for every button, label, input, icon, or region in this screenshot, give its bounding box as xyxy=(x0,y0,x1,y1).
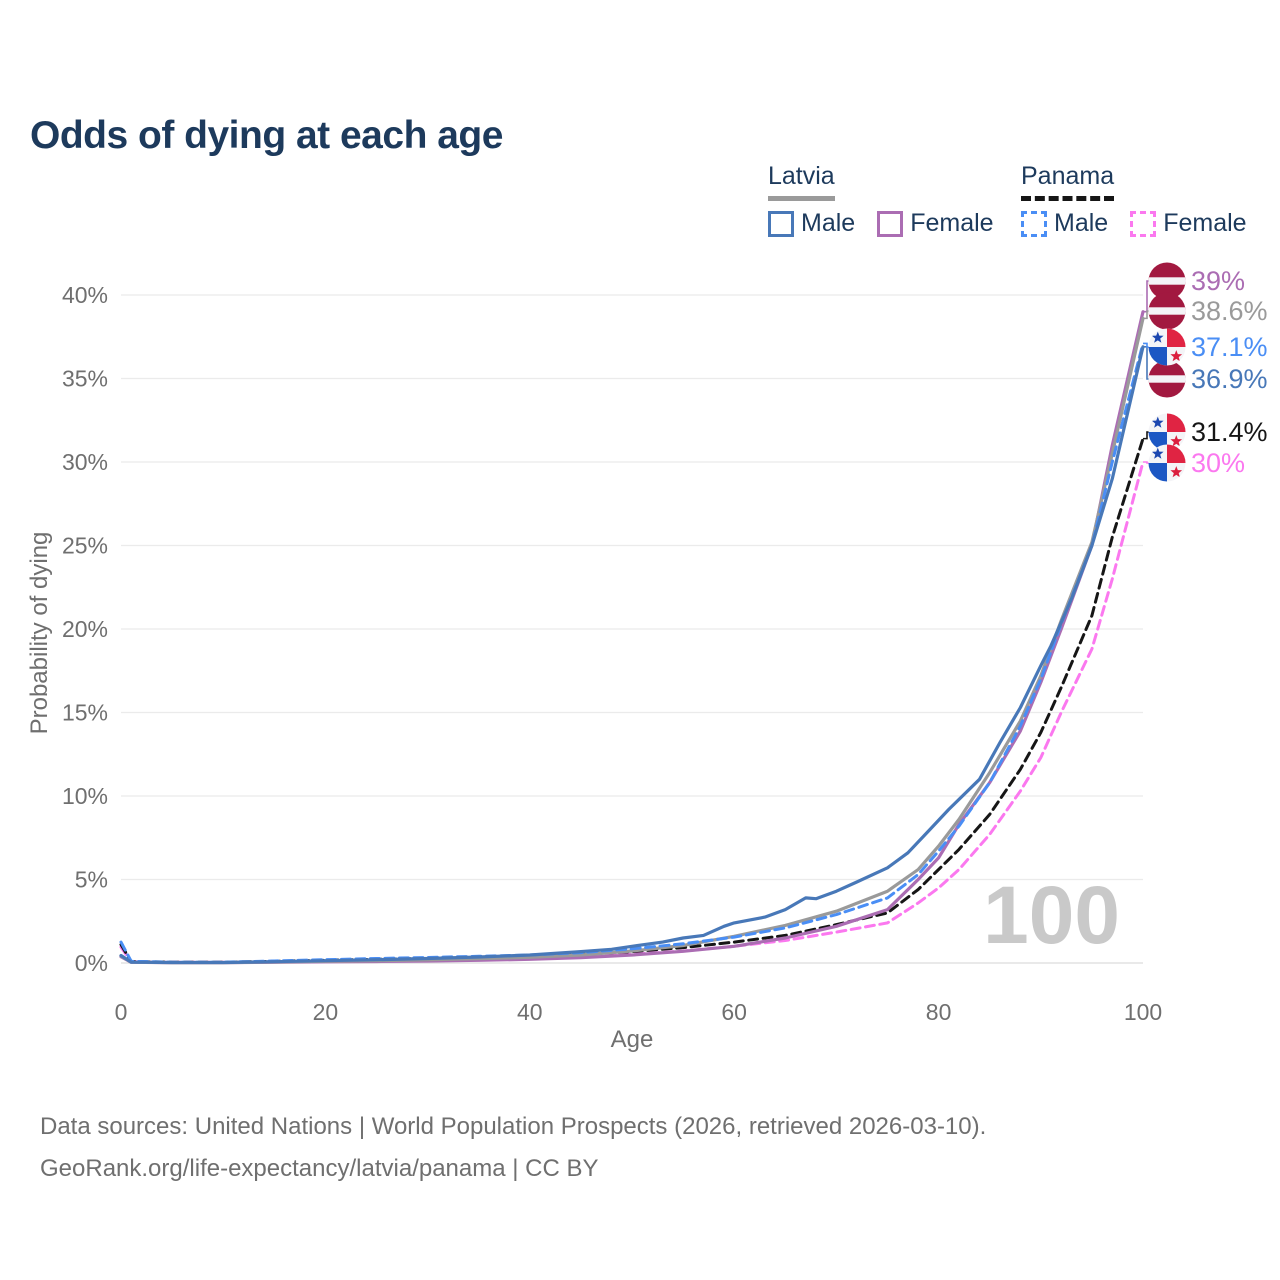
x-axis-title: Age xyxy=(611,1026,654,1053)
legend-item-panama-female[interactable]: Female xyxy=(1130,209,1247,238)
panama-male-swatch xyxy=(1021,210,1047,237)
legend-item-panama-male[interactable]: Male xyxy=(1021,209,1108,238)
data-sources-line2: GeoRank.org/life-expectancy/latvia/panam… xyxy=(40,1155,599,1182)
legend-label: Female xyxy=(910,209,994,237)
legend-group-panama: Panama Male Female xyxy=(1021,162,1247,238)
series-line-latvia-all[interactable] xyxy=(119,316,1145,965)
x-tick-label: 60 xyxy=(721,999,747,1025)
footer: Data sources: United Nations | World Pop… xyxy=(40,1106,986,1190)
y-tick-label: 5% xyxy=(75,867,108,893)
y-axis-title: Probability of dying xyxy=(26,532,53,735)
series-line-latvia-male[interactable] xyxy=(119,345,1145,965)
y-tick-label: 15% xyxy=(62,700,108,726)
x-tick-label: 40 xyxy=(517,999,543,1025)
end-value-label: 30% xyxy=(1191,448,1245,478)
y-tick-label: 10% xyxy=(62,783,108,809)
x-tick-label: 100 xyxy=(1124,999,1162,1025)
end-value-label: 36.9% xyxy=(1191,364,1268,394)
legend-item-latvia-male[interactable]: Male xyxy=(768,209,855,238)
panama-flag-icon xyxy=(1148,328,1186,366)
x-tick-label: 20 xyxy=(313,999,339,1025)
latvia-flag-icon xyxy=(1148,360,1186,398)
x-tick-label: 0 xyxy=(115,999,128,1025)
legend-label: Female xyxy=(1163,209,1247,237)
latvia-flag-icon xyxy=(1148,292,1186,330)
legend-item-latvia-female[interactable]: Female xyxy=(877,209,994,238)
end-value-label: 38.6% xyxy=(1191,296,1268,326)
legend-group-latvia: Latvia Male Female xyxy=(768,162,994,238)
end-value-label: 31.4% xyxy=(1191,417,1268,447)
y-tick-label: 35% xyxy=(62,366,108,392)
latvia-female-swatch xyxy=(877,210,904,237)
y-tick-label: 25% xyxy=(62,533,108,559)
y-tick-label: 20% xyxy=(62,616,108,642)
x-tick-label: 80 xyxy=(926,999,952,1025)
end-value-label: 39% xyxy=(1191,266,1245,296)
legend-country-latvia[interactable]: Latvia xyxy=(768,162,835,201)
legend-country-panama[interactable]: Panama xyxy=(1021,162,1115,201)
panama-flag-icon xyxy=(1148,444,1186,482)
series-line-latvia-female[interactable] xyxy=(119,310,1145,965)
legend-label: Male xyxy=(1054,209,1109,237)
y-tick-label: 0% xyxy=(75,950,108,976)
latvia-male-swatch xyxy=(768,210,794,237)
hovered-age-watermark: 100 xyxy=(983,870,1120,961)
y-tick-label: 30% xyxy=(62,449,108,475)
panama-female-swatch xyxy=(1130,210,1157,237)
panama-flag-icon xyxy=(1148,413,1186,451)
data-sources-line1: Data sources: United Nations | World Pop… xyxy=(40,1113,987,1140)
end-value-label: 37.1% xyxy=(1191,332,1268,362)
y-tick-label: 40% xyxy=(62,282,108,308)
page-title: Odds of dying at each age xyxy=(30,114,503,158)
legend-label: Male xyxy=(801,209,856,237)
